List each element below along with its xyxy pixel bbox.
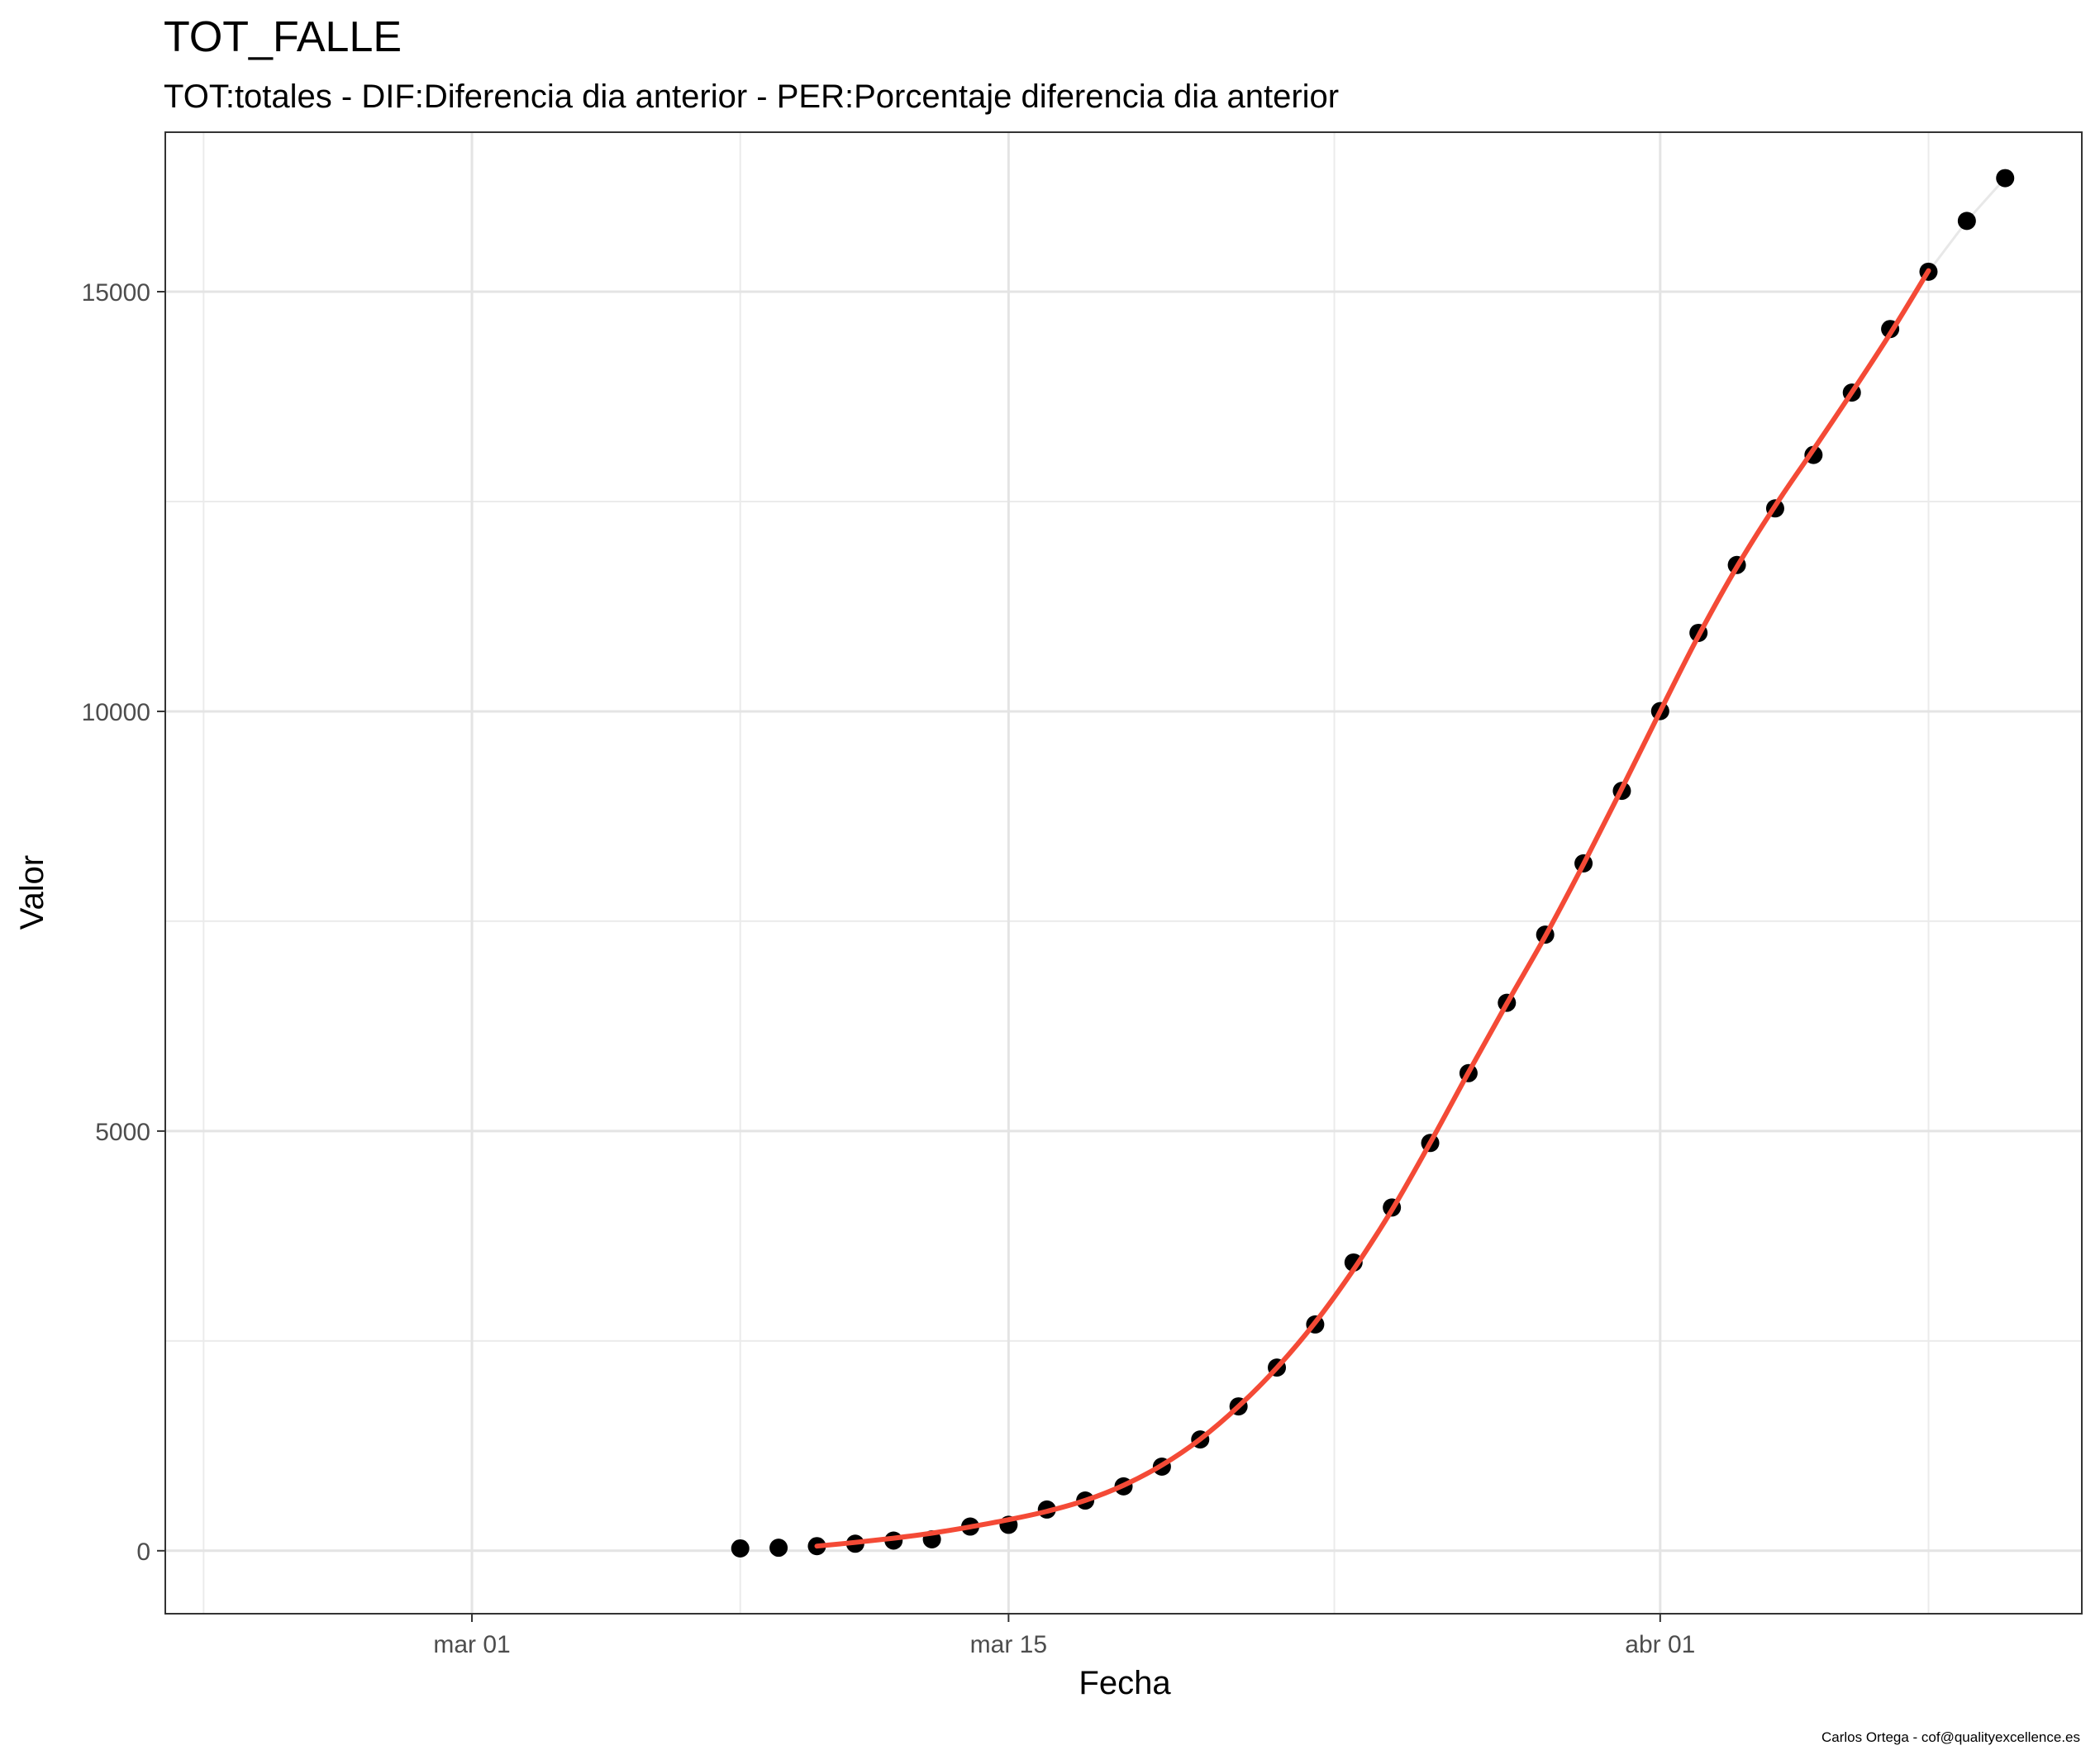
y-tick-label: 5000 <box>95 1119 150 1146</box>
data-point <box>1957 212 1976 231</box>
x-tick-label: mar 15 <box>970 1631 1047 1658</box>
chart-title: TOT_FALLE <box>164 13 402 61</box>
x-tick-label: mar 01 <box>433 1631 510 1658</box>
data-point <box>769 1539 788 1558</box>
chart-caption: Carlos Ortega - cof@qualityexcellence.es <box>1821 1729 2080 1745</box>
y-tick-label: 0 <box>136 1539 150 1566</box>
major-gridlines <box>165 132 2082 1614</box>
y-tick-label: 10000 <box>82 699 150 726</box>
x-axis-title: Fecha <box>1079 1665 1171 1701</box>
minor-gridlines <box>165 132 2082 1614</box>
series-layer <box>731 169 2015 1558</box>
smooth-fit-line <box>814 268 1931 1549</box>
x-tick-label: abr 01 <box>1625 1631 1695 1658</box>
chart-subtitle: TOT:totales - DIF:Diferencia dia anterio… <box>164 78 1339 115</box>
data-point <box>1996 169 2015 188</box>
y-tick-label: 15000 <box>82 279 150 307</box>
y-axis-title: Valor <box>14 855 50 930</box>
panel-border <box>164 131 2083 1615</box>
x-axis: mar 01 mar 15 abr 01 <box>433 1614 1695 1658</box>
y-axis: 0 5000 10000 15000 <box>82 279 165 1566</box>
data-point <box>731 1539 750 1558</box>
